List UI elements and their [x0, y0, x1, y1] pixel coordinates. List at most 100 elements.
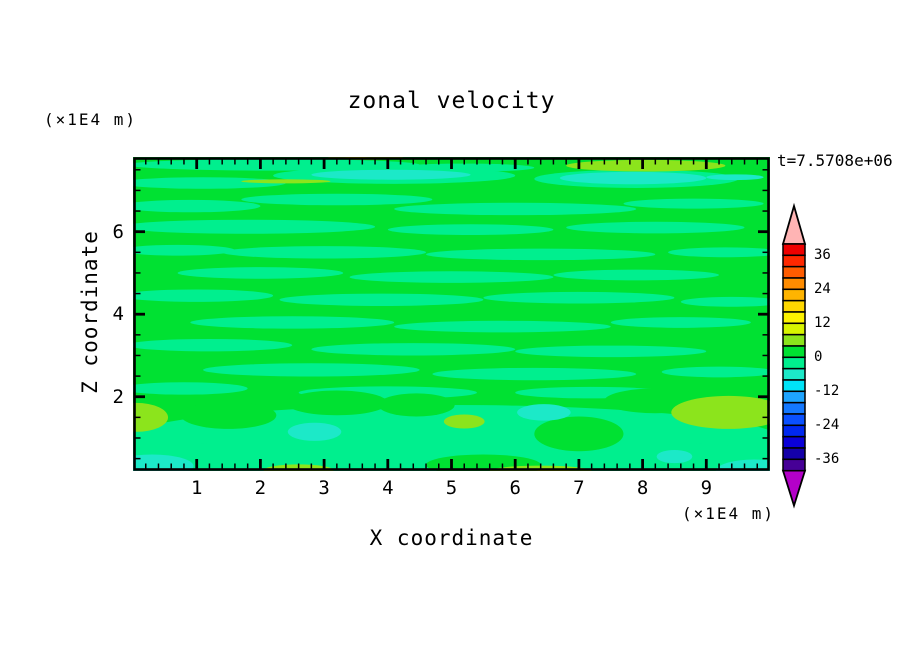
colorbar-tick-label: -12 — [814, 383, 840, 400]
field-patch — [133, 199, 261, 213]
axis-ticks — [135, 159, 768, 469]
field-patch — [285, 390, 388, 416]
field-patch — [668, 247, 770, 258]
field-patch — [610, 317, 751, 328]
field-patch — [311, 169, 471, 180]
field-patch — [378, 393, 455, 417]
field-patch — [432, 367, 637, 381]
field-patch — [177, 267, 344, 279]
field-patch — [133, 289, 274, 302]
field-patch — [133, 244, 235, 256]
colorbar-segment — [782, 447, 806, 461]
colorbar-segment — [782, 379, 806, 393]
x-tick-label: 6 — [509, 477, 521, 499]
z-tick-label: 4 — [112, 303, 124, 326]
x-tick-label: 4 — [382, 477, 394, 499]
colorbar-segment — [782, 435, 806, 449]
colorbar-tick-label: 36 — [814, 247, 831, 264]
colorbar-segment — [782, 345, 806, 359]
colorbar-tick-label: 24 — [814, 281, 831, 298]
colorbar-segment — [782, 265, 806, 279]
field-patch — [426, 248, 656, 261]
field-patch — [671, 395, 770, 429]
field-patch — [483, 291, 675, 304]
field-patch — [559, 171, 707, 185]
z-tick-label: 6 — [112, 220, 124, 243]
colorbar-tick-label: 12 — [814, 315, 831, 332]
field-patch — [203, 363, 420, 377]
field-patch — [680, 296, 770, 307]
field-patch — [349, 271, 554, 283]
x-tick-label: 8 — [636, 477, 649, 499]
field-patch — [241, 193, 433, 206]
field-patch — [517, 404, 571, 421]
z-axis-unit-label: (×1E4 m) — [44, 110, 138, 129]
x-tick-label: 7 — [573, 477, 585, 499]
colorbar-tick-label: -24 — [814, 417, 840, 434]
field-patch — [715, 459, 770, 471]
field-patch — [623, 198, 764, 209]
z-axis-title: Z coordinate — [78, 230, 102, 394]
field-patch — [661, 366, 770, 378]
field-patch — [133, 402, 169, 432]
field-patch — [394, 320, 611, 333]
colorbar-segment — [782, 277, 806, 291]
x-tick-label: 3 — [318, 477, 330, 499]
colorbar-under-arrow — [781, 469, 807, 509]
field-patch — [394, 202, 637, 216]
colorbar-segment — [782, 356, 806, 370]
colorbar-segment — [782, 299, 806, 313]
field-patch — [180, 401, 277, 429]
field-patch — [553, 269, 720, 281]
field-patch — [534, 416, 624, 452]
field-patch — [566, 221, 745, 234]
colorbar-segment — [782, 367, 806, 381]
colorbar-segment — [782, 424, 806, 438]
x-tick-label: 9 — [700, 477, 713, 499]
time-annotation: t=7.5708e+06 — [777, 151, 893, 170]
field-patch — [443, 414, 485, 429]
field-patch — [241, 179, 331, 184]
field-patch — [656, 449, 693, 464]
contour-field — [133, 157, 770, 471]
colorbar-tick-label: 0 — [814, 349, 823, 366]
colorbar-segment — [782, 322, 806, 336]
colorbar-segment — [782, 390, 806, 404]
x-tick-label: 5 — [445, 477, 458, 499]
colorbar-over-arrow — [781, 202, 807, 245]
colorbar-tick-label: -36 — [814, 451, 840, 468]
colorbar — [781, 202, 807, 509]
field-patch — [133, 219, 376, 234]
colorbar-segment — [782, 288, 806, 302]
colorbar-segment — [782, 413, 806, 427]
plot-frame — [133, 157, 770, 471]
field-patch — [566, 159, 726, 172]
colorbar-segment — [782, 401, 806, 415]
field-patch — [706, 174, 764, 181]
field-patch — [133, 437, 770, 471]
colorbar-segment — [782, 311, 806, 325]
field-patch — [279, 293, 484, 306]
contour-plot — [133, 157, 770, 471]
field-patch — [515, 345, 707, 358]
x-axis-unit-label: (×1E4 m) — [681, 504, 775, 523]
field-patch — [222, 246, 427, 259]
field-patch — [387, 224, 554, 235]
x-axis-title: X coordinate — [369, 526, 534, 550]
colorbar-segment — [782, 458, 806, 472]
z-tick-label: 2 — [112, 385, 124, 408]
field-patch — [133, 177, 286, 189]
plot-title: zonal velocity — [347, 88, 556, 114]
field-patch — [133, 454, 194, 471]
field-patch — [133, 159, 420, 171]
colorbar-segment — [782, 333, 806, 347]
field-patch — [133, 382, 248, 395]
field-patch — [287, 422, 342, 441]
field-patch — [311, 343, 516, 356]
colorbar-segment — [782, 243, 806, 257]
x-tick-label: 2 — [254, 477, 267, 499]
colorbar-segment — [782, 254, 806, 268]
field-patch — [133, 338, 293, 352]
x-tick-label: 1 — [190, 477, 203, 499]
